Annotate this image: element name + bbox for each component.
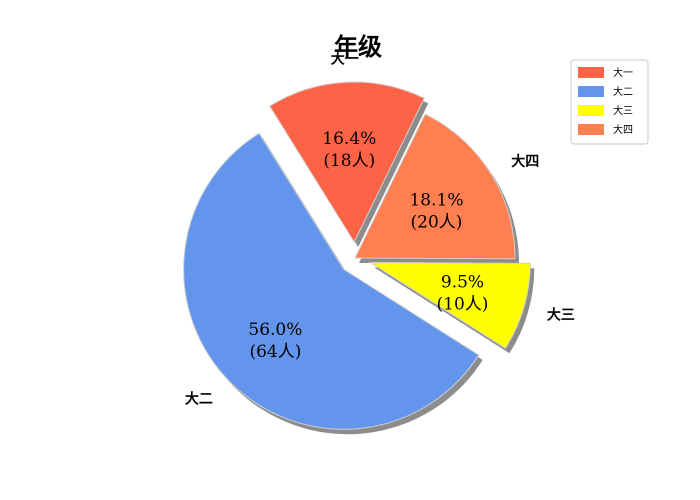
slice-3-name-label: 大三: [547, 306, 575, 323]
legend-swatch-1: [578, 67, 604, 78]
slice-1-percent-label: 16.4%: [322, 129, 376, 149]
legend-label-4: 大四: [613, 123, 633, 136]
slice-3-percent-label: 9.5%: [441, 273, 484, 293]
slice-2-wedge: [183, 132, 480, 430]
slices: [183, 81, 531, 430]
legend-label-2: 大二: [613, 85, 633, 98]
slice-1-count-label: (18人): [323, 151, 375, 171]
legend-swatch-4: [578, 124, 604, 135]
slice-4-wedge: [354, 113, 516, 260]
legend-frame: [570, 59, 649, 145]
slice-3-wedge: [368, 261, 531, 350]
slice-3-count-label: (10人): [437, 295, 489, 315]
slice-4-name-label: 大四: [511, 153, 539, 170]
legend-label-3: 大三: [613, 104, 633, 117]
chart-title: 年级: [334, 33, 382, 61]
slice-2-name-label: 大二: [185, 391, 213, 408]
legend-swatch-3: [578, 105, 604, 116]
slice-1-name-label: 大一: [331, 50, 359, 67]
legend-swatch-2: [578, 86, 604, 97]
legend-label-1: 大一: [613, 66, 633, 79]
slice-4-count-label: (20人): [411, 212, 463, 232]
slice-1-wedge: [269, 81, 425, 244]
slice-4-percent-label: 18.1%: [409, 190, 463, 210]
slice-labels: 16.4%(18人) 大一 56.0%(64人) 大二 9.5%(10人) 大三 18.1%…: [185, 50, 575, 407]
slice-2-percent-label: 56.0%: [248, 320, 302, 340]
slice-2-count-label: (64人): [249, 342, 301, 362]
